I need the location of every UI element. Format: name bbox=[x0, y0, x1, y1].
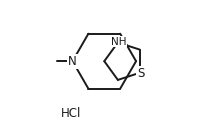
Text: S: S bbox=[136, 67, 144, 80]
Text: NH: NH bbox=[110, 37, 126, 47]
Text: HCl: HCl bbox=[61, 107, 81, 120]
Text: N: N bbox=[68, 55, 77, 68]
